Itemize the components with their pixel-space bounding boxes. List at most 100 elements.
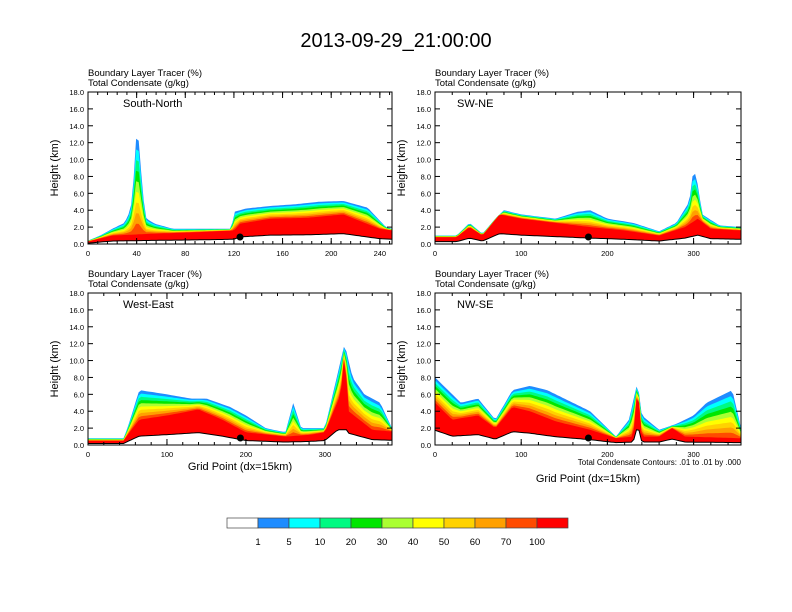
y-tick-label: 14.0 [69, 122, 84, 131]
plot-frame [87, 292, 393, 446]
panel-south-north: Boundary Layer Tracer (%)Total Condensat… [49, 68, 393, 258]
y-tick-label: 12.0 [416, 340, 431, 349]
y-axis-label: Height (km) [396, 341, 408, 398]
x-tick-label: 200 [601, 249, 614, 258]
tracer-field [88, 138, 392, 244]
y-tick-label: 8.0 [74, 373, 84, 382]
y-tick-label: 10.0 [416, 156, 431, 165]
y-tick-label: 16.0 [416, 306, 431, 315]
x-tick-label: 160 [276, 249, 289, 258]
panel-header-condensate: Total Condensate (g/kg) [435, 279, 536, 290]
colorbar-swatch [319, 517, 352, 529]
panel-west-east: Boundary Layer Tracer (%)Total Condensat… [49, 269, 393, 473]
x-tick-label: 100 [515, 249, 528, 258]
colorbar-label: 70 [501, 537, 512, 548]
colorbar-label: 100 [529, 537, 545, 548]
y-tick-label: 2.0 [421, 223, 431, 232]
y-tick-label: 6.0 [421, 189, 431, 198]
y-tick-label: 14.0 [416, 122, 431, 131]
colorbar-label: 30 [377, 537, 388, 548]
colorbar-swatch [288, 517, 321, 529]
y-tick-label: 6.0 [74, 189, 84, 198]
panel-header-tracer: Boundary Layer Tracer (%) [88, 269, 202, 280]
colorbar-label: 60 [470, 537, 481, 548]
y-tick-label: 14.0 [69, 323, 84, 332]
figure-title: 2013-09-29_21:00:00 [300, 30, 492, 52]
contour-note: Total Condensate Contours: .01 to .01 by… [578, 458, 742, 467]
x-tick-label: 100 [161, 450, 174, 459]
panel-header-condensate: Total Condensate (g/kg) [435, 78, 536, 89]
y-tick-label: 0.0 [74, 240, 84, 249]
colorbar-swatch [226, 517, 259, 529]
x-tick-label: 0 [433, 450, 437, 459]
y-tick-label: 2.0 [74, 424, 84, 433]
x-tick-label: 40 [132, 249, 140, 258]
y-tick-label: 14.0 [416, 323, 431, 332]
x-axis-label: Grid Point (dx=15km) [188, 461, 292, 473]
colorbar-swatch [505, 517, 538, 529]
x-tick-label: 0 [86, 249, 90, 258]
colorbar-label: 5 [286, 537, 291, 548]
panel-name: NW-SE [457, 299, 493, 311]
location-marker [584, 434, 592, 442]
panel-name: SW-NE [457, 98, 493, 110]
panel-header-condensate: Total Condensate (g/kg) [88, 78, 189, 89]
location-marker [584, 233, 592, 241]
colorbar-label: 20 [346, 537, 357, 548]
colorbar-swatch [474, 517, 507, 529]
y-tick-label: 12.0 [69, 340, 84, 349]
x-tick-label: 240 [374, 249, 387, 258]
y-tick-label: 16.0 [69, 306, 84, 315]
y-tick-label: 4.0 [421, 407, 431, 416]
y-tick-label: 18.0 [69, 88, 84, 97]
plot-frame [434, 91, 742, 245]
y-axis-label: Height (km) [49, 140, 61, 197]
panel-name: West-East [123, 299, 174, 311]
tracer-field [88, 346, 392, 445]
colorbar-swatch [536, 517, 569, 529]
panel-header-tracer: Boundary Layer Tracer (%) [88, 68, 202, 79]
panel-sw-ne: Boundary Layer Tracer (%)Total Condensat… [396, 68, 742, 258]
y-tick-label: 2.0 [421, 424, 431, 433]
colorbar-swatch [381, 517, 414, 529]
y-tick-label: 16.0 [416, 105, 431, 114]
colorbar-label: 40 [408, 537, 419, 548]
location-marker [236, 233, 244, 241]
tracer-field [435, 173, 741, 244]
y-tick-label: 12.0 [69, 139, 84, 148]
x-tick-label: 300 [687, 450, 700, 459]
colorbar-swatch [443, 517, 476, 529]
colorbar-swatch [350, 517, 383, 529]
panel-header-condensate: Total Condensate (g/kg) [88, 279, 189, 290]
y-tick-label: 4.0 [421, 206, 431, 215]
panel-name: South-North [123, 98, 182, 110]
colorbar-label: 1 [255, 537, 260, 548]
panel-header-tracer: Boundary Layer Tracer (%) [435, 269, 549, 280]
y-tick-label: 0.0 [421, 441, 431, 450]
colorbar-label: 10 [315, 537, 326, 548]
plot-frame [434, 292, 742, 446]
x-tick-label: 120 [228, 249, 241, 258]
y-tick-label: 18.0 [416, 88, 431, 97]
x-tick-label: 200 [325, 249, 338, 258]
y-tick-label: 8.0 [421, 373, 431, 382]
x-axis-label: Grid Point (dx=15km) [536, 473, 640, 485]
y-tick-label: 4.0 [74, 407, 84, 416]
location-marker [236, 434, 244, 442]
x-tick-label: 300 [687, 249, 700, 258]
x-tick-label: 80 [181, 249, 189, 258]
y-tick-label: 8.0 [74, 172, 84, 181]
colorbar-label: 50 [439, 537, 450, 548]
x-tick-label: 100 [515, 450, 528, 459]
colorbar-swatch [412, 517, 445, 529]
tracer-band-10 [88, 360, 392, 445]
y-tick-label: 12.0 [416, 139, 431, 148]
y-tick-label: 2.0 [74, 223, 84, 232]
y-tick-label: 0.0 [421, 240, 431, 249]
colorbar-swatch [257, 517, 290, 529]
y-tick-label: 4.0 [74, 206, 84, 215]
y-tick-label: 6.0 [74, 390, 84, 399]
y-tick-label: 18.0 [69, 289, 84, 298]
x-tick-label: 200 [240, 450, 253, 459]
y-axis-label: Height (km) [49, 341, 61, 398]
